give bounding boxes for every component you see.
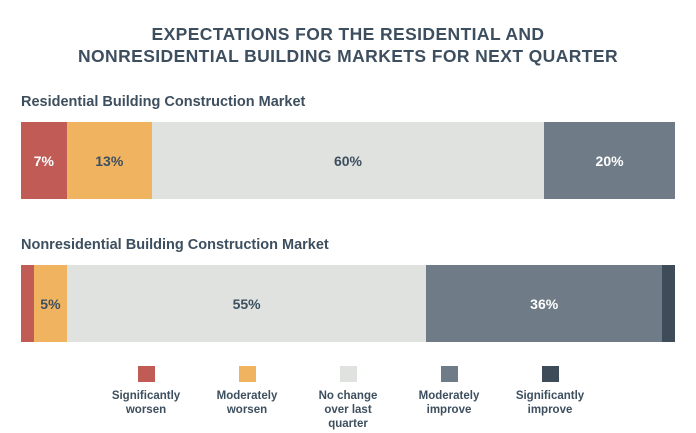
legend-item-significantly-worsen: Significantly worsen (96, 366, 197, 431)
bar-segment-value: 5% (40, 295, 61, 312)
chart-title-line-2: NONRESIDENTIAL BUILDING MARKETS FOR NEXT… (78, 46, 618, 66)
bar-segment-significantly-worsen: 7% (21, 122, 67, 199)
chart-title: EXPECTATIONS FOR THE RESIDENTIAL AND NON… (0, 23, 696, 67)
chart-title-line-1: EXPECTATIONS FOR THE RESIDENTIAL AND (151, 24, 545, 44)
legend-swatch (440, 366, 458, 382)
stacked-bar-residential: 7% 13% 60% 20% (21, 122, 675, 199)
legend-label: Significantly improve (515, 390, 585, 416)
chart-body: Residential Building Construction Market… (21, 94, 675, 431)
chart-legend: Significantly worsen Moderately worsen No … (21, 366, 675, 431)
legend-item-no-change-over-last-quarter: No change over last quarter (298, 366, 399, 431)
legend-item-moderately-worsen: Moderately worsen (197, 366, 298, 431)
legend-label: Significantly worsen (111, 390, 181, 416)
legend-item-moderately-improve: Moderately improve (399, 366, 500, 431)
bar-segment-value: 13% (95, 152, 124, 169)
bar-segment-moderately-worsen: 5% (34, 265, 67, 342)
series-label-nonresidential: Nonresidential Building Construction Mar… (21, 237, 329, 253)
bar-segment-value: 20% (595, 152, 624, 169)
bar-segment-no-change-over-last-quarter: 55% (66, 265, 427, 342)
stacked-bar-nonresidential: 5% 55% 36% (21, 265, 675, 342)
bar-segment-significantly-improve (661, 265, 675, 342)
bar-segment-moderately-improve: 20% (544, 122, 675, 199)
legend-label: No change over last quarter (318, 390, 378, 430)
legend-swatch (541, 366, 559, 382)
bar-segment-value: 36% (530, 295, 559, 312)
legend-label: Moderately worsen (216, 390, 278, 416)
bar-segment-value: 55% (232, 295, 261, 312)
legend-item-significantly-improve: Significantly improve (500, 366, 601, 431)
legend-label: Moderately improve (418, 390, 480, 416)
bar-segment-moderately-worsen: 13% (66, 122, 152, 199)
bar-segment-value: 60% (333, 152, 362, 169)
chart-page: EXPECTATIONS FOR THE RESIDENTIAL AND NON… (0, 23, 696, 433)
series-label-residential: Residential Building Construction Market (21, 94, 306, 110)
legend-swatch (238, 366, 256, 382)
bar-segment-significantly-worsen (21, 265, 35, 342)
legend-swatch (137, 366, 155, 382)
bar-segment-no-change-over-last-quarter: 60% (151, 122, 545, 199)
bar-segment-value: 7% (33, 152, 54, 169)
legend-swatch (339, 366, 357, 382)
bar-segment-moderately-improve: 36% (426, 265, 662, 342)
